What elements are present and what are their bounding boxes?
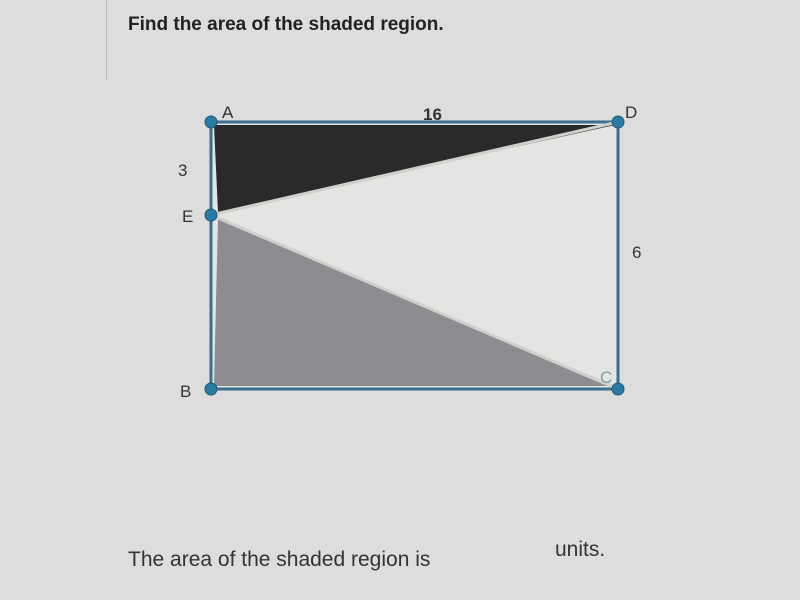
vertex-d <box>612 116 624 128</box>
vertex-e <box>205 209 217 221</box>
answer-prefix: The area of the shaded region is <box>128 548 430 571</box>
answer-blank[interactable] <box>436 538 506 566</box>
geometry-figure: A D E B C 16 3 6 <box>200 115 630 401</box>
vertex-a <box>205 116 217 128</box>
answer-text: The area of the shaded region is <box>128 538 506 572</box>
label-c: C <box>600 368 612 388</box>
label-e: E <box>182 207 193 227</box>
label-ae-3: 3 <box>178 161 187 181</box>
question-prompt: Find the area of the shaded region. <box>128 14 444 36</box>
answer-units: units. <box>555 538 605 562</box>
vertex-c <box>612 383 624 395</box>
label-a: A <box>222 103 233 123</box>
label-d: D <box>625 103 637 123</box>
panel-divider <box>106 0 107 80</box>
label-b: B <box>180 382 191 402</box>
label-top-16: 16 <box>423 105 442 125</box>
label-right-6: 6 <box>632 243 641 263</box>
vertex-b <box>205 383 217 395</box>
figure-svg <box>200 115 650 405</box>
